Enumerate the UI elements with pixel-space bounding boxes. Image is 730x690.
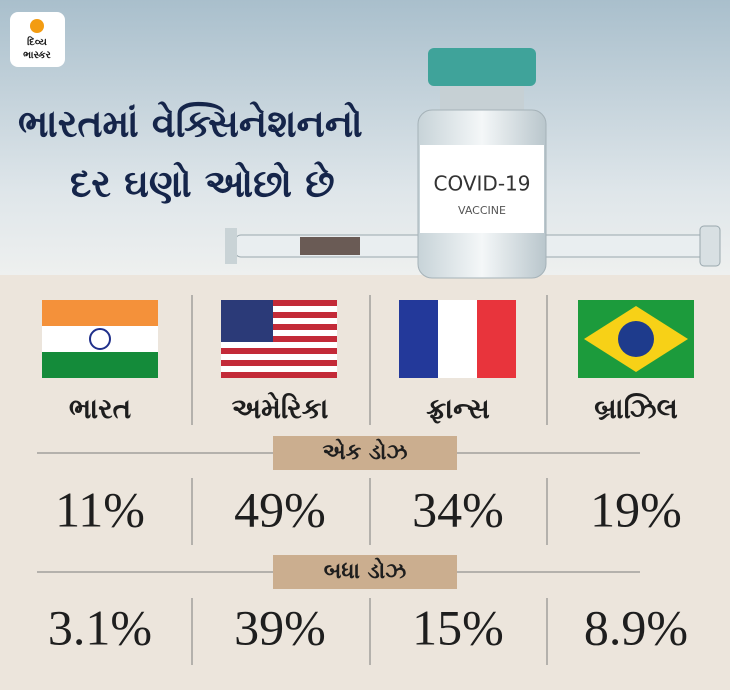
- country-name: ફ્રાન્સ: [426, 392, 490, 425]
- logo-line1: દિવ્ય: [27, 35, 48, 48]
- photo: [0, 0, 730, 275]
- value: 19%: [590, 481, 682, 537]
- section-label-box: [273, 436, 457, 470]
- value: 39%: [234, 599, 326, 655]
- value: 34%: [412, 481, 504, 537]
- value: 15%: [412, 599, 504, 655]
- country-name: ભારત: [69, 392, 131, 425]
- country-name: બ્રાઝિલ: [594, 392, 678, 425]
- vial: COVID-19 VACCINE: [417, 48, 547, 279]
- value: 3.1%: [48, 599, 152, 655]
- vial-label: COVID-19: [433, 172, 530, 196]
- content: ભારત અમેરિકા ફ્રાન્સ બ્રાઝિલ એક ડોઝ 11% 49% 34%…: [48, 392, 688, 656]
- dividers: [37, 295, 640, 665]
- vial-sublabel: VACCINE: [458, 204, 506, 217]
- country-name: અમેરિકા: [232, 392, 329, 425]
- logo-line2: ભાસ્કર: [23, 50, 51, 61]
- flag-usa: [221, 300, 337, 378]
- section-label: બધા ડોઝ: [324, 557, 406, 584]
- logo: દિવ્ય ભાસ્કર: [10, 12, 65, 67]
- title-line: દર ઘણો ઓછો છે: [70, 160, 335, 205]
- flag-brazil: [578, 300, 694, 378]
- section-label: એક ડોઝ: [323, 438, 408, 465]
- value: 49%: [234, 481, 326, 537]
- value: 8.9%: [584, 599, 688, 655]
- value: 11%: [55, 481, 145, 537]
- flag-india: [42, 300, 158, 378]
- title-line: ભારતમાં વેક્સિનેશનનો: [18, 100, 363, 145]
- section-label-box: [273, 555, 457, 589]
- flag-france: [399, 300, 516, 378]
